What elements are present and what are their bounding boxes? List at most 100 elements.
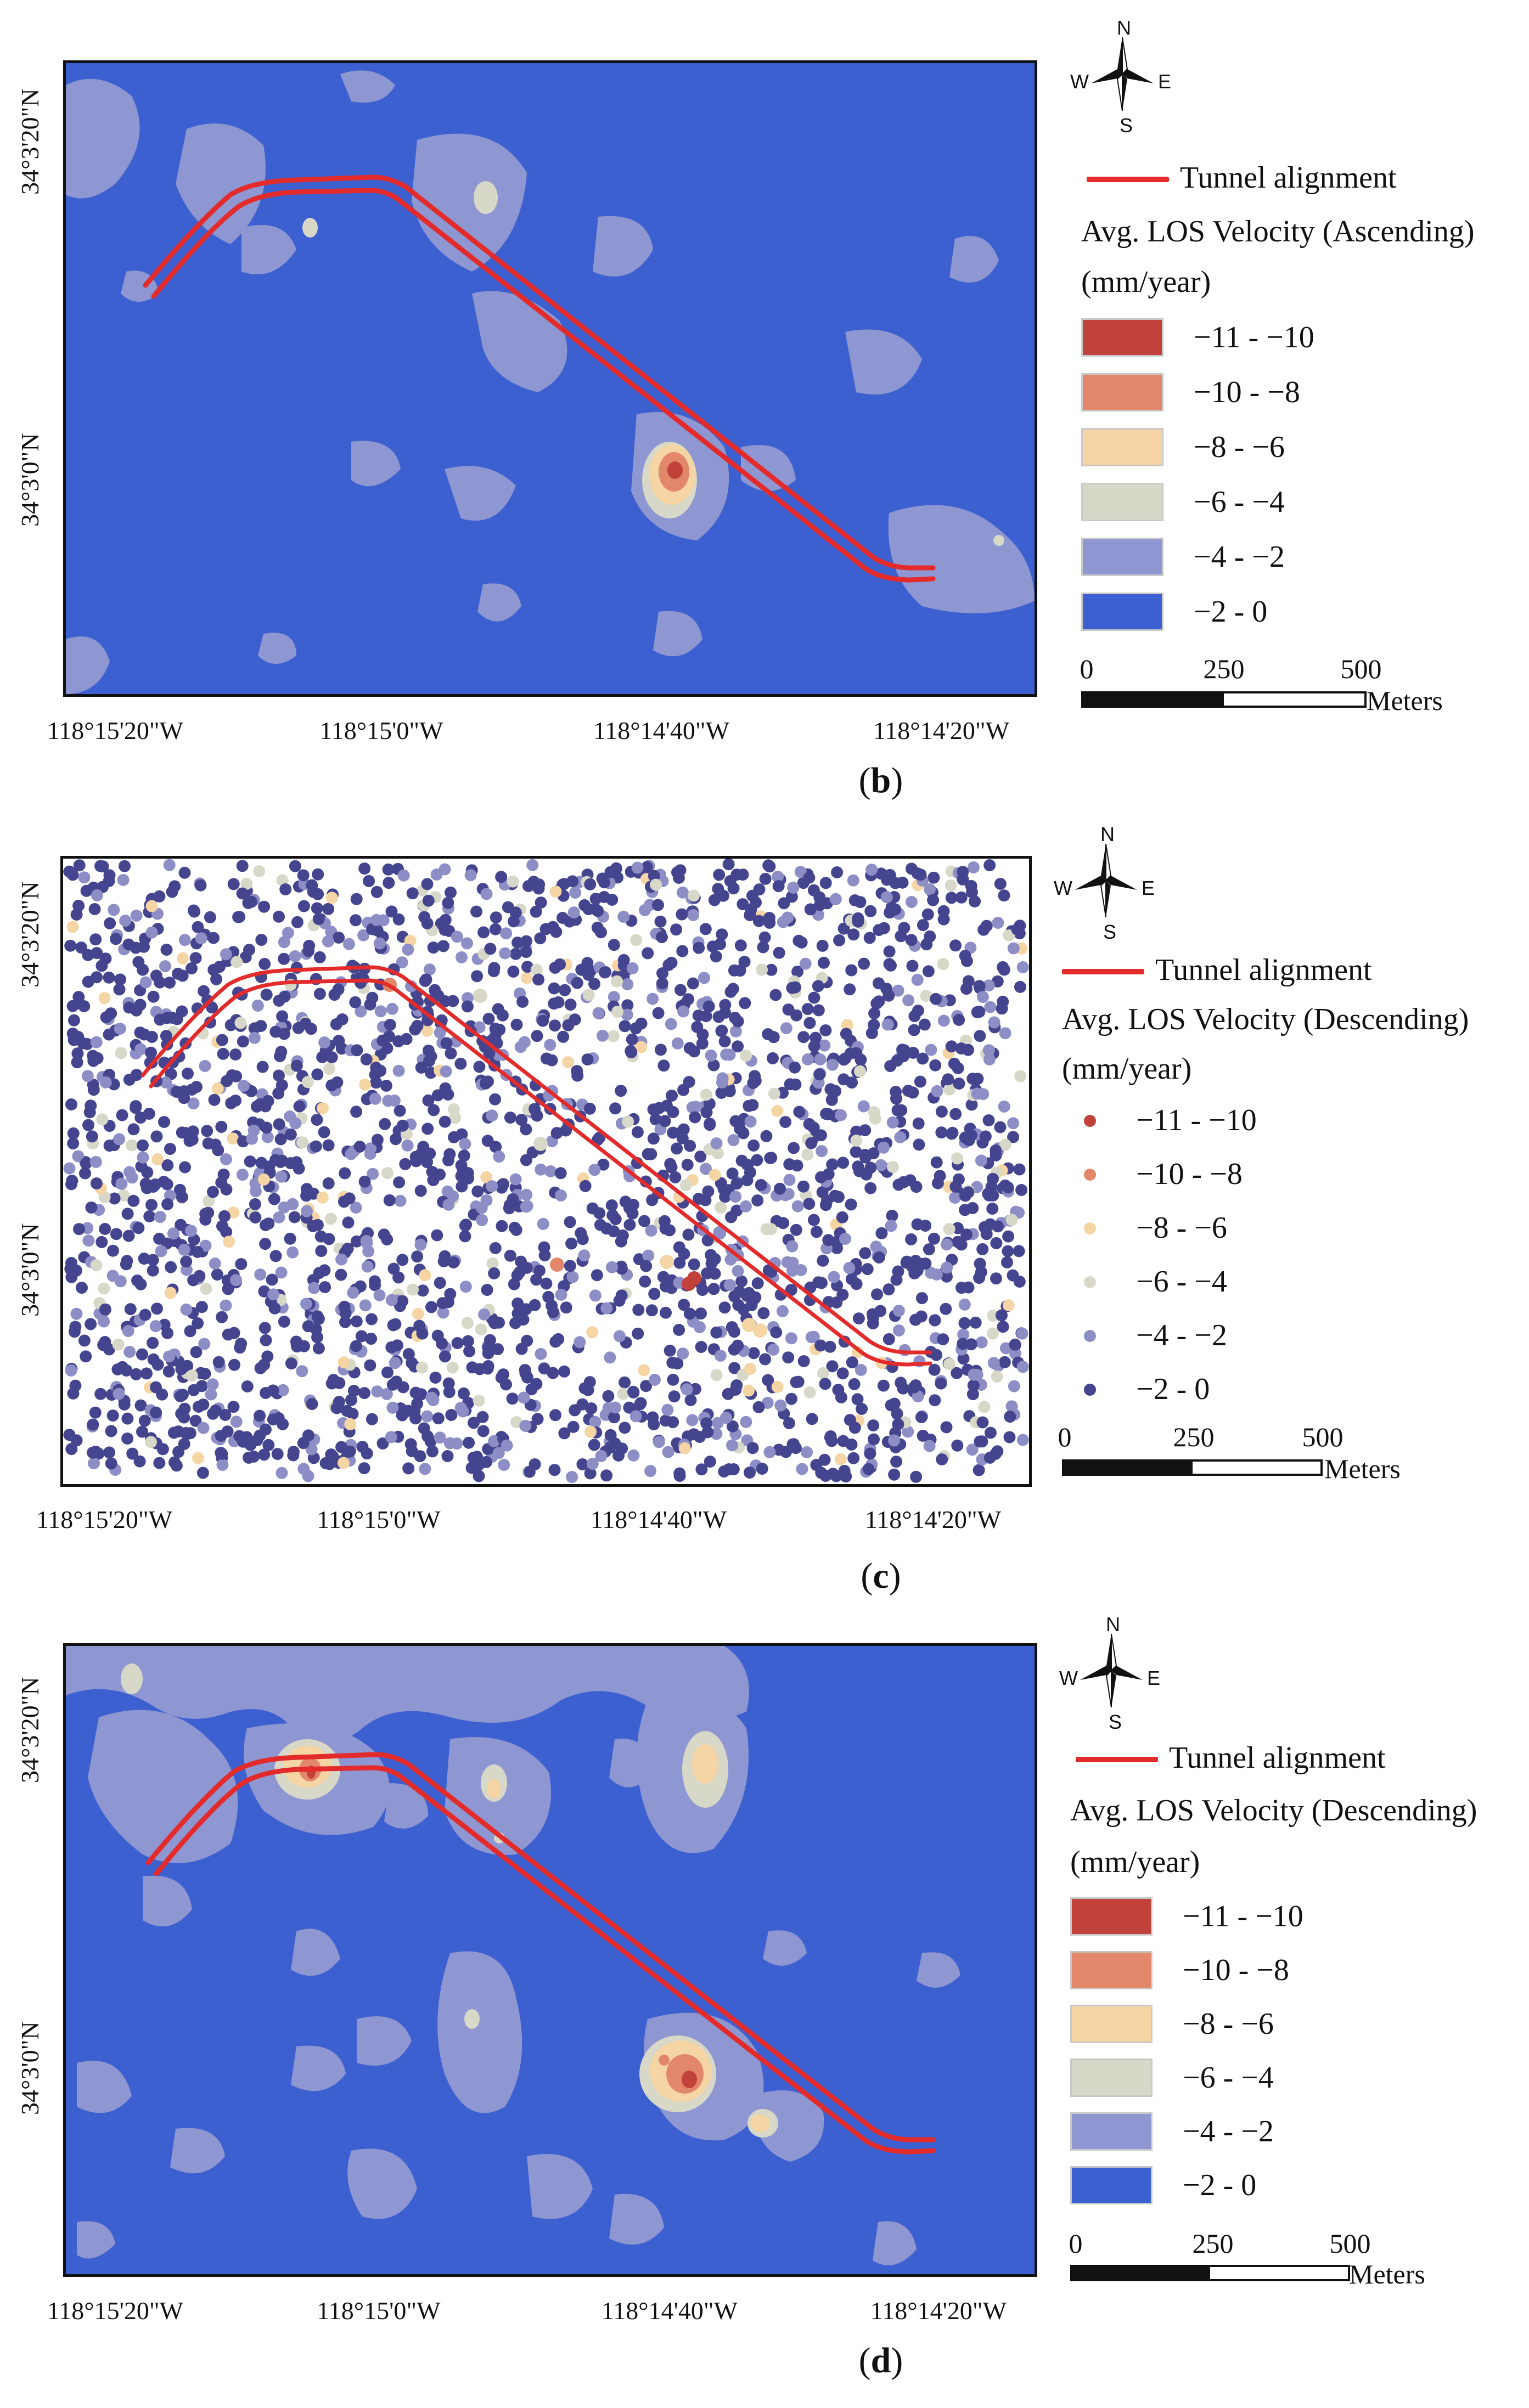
compass-s-label: S — [1120, 114, 1133, 137]
class-label-b-3: −8 - −6 — [1194, 430, 1285, 464]
lon-label-c-3: 118°14'40"W — [590, 1505, 727, 1533]
compass-n-label: N — [1117, 16, 1131, 39]
map-b-frame — [63, 60, 1037, 697]
map-b-canvas — [66, 63, 1035, 694]
lon-label-b-1: 118°15'20"W — [47, 717, 184, 745]
class-dot-c-6 — [1084, 1384, 1096, 1396]
lat-label-b-1: 34°3'20"N — [16, 88, 44, 195]
class-swatch-b-6 — [1081, 593, 1163, 631]
class-swatch-d-5 — [1070, 2112, 1153, 2151]
caption-c-letter: c — [873, 1556, 889, 1596]
scale-label-d-250: 250 — [1192, 2228, 1234, 2259]
caption-b: (b) — [858, 760, 903, 800]
compass-e-label: E — [1142, 877, 1155, 899]
class-dot-c-4 — [1084, 1276, 1096, 1288]
tunnel-line-swatch-d — [1076, 1757, 1158, 1762]
scale-unit-c: Meters — [1324, 1453, 1401, 1484]
scale-label-c-500: 500 — [1302, 1422, 1344, 1452]
class-swatch-b-3 — [1081, 428, 1163, 466]
class-swatch-b-1 — [1081, 318, 1163, 357]
compass-e-label: E — [1147, 1667, 1161, 1689]
lon-label-c-4: 118°14'20"W — [864, 1505, 1002, 1533]
class-label-c-5: −4 - −2 — [1136, 1318, 1227, 1352]
class-swatch-b-5 — [1081, 538, 1163, 576]
tunnel-line-label-d: Tunnel alignment — [1169, 1741, 1386, 1775]
caption-b-letter: b — [870, 760, 891, 800]
caption-d-letter: d — [870, 2341, 891, 2381]
lon-label-b-2: 118°15'0"W — [319, 717, 443, 745]
class-label-b-5: −4 - −2 — [1194, 540, 1285, 574]
tunnel-line-label-b: Tunnel alignment — [1180, 161, 1397, 195]
scale-label-c-250: 250 — [1173, 1422, 1215, 1452]
lon-label-b-3: 118°14'40"W — [593, 717, 730, 745]
class-swatch-b-2 — [1081, 373, 1163, 411]
class-swatch-d-3 — [1070, 2005, 1153, 2043]
lat-label-b-2: 34°3'0"N — [16, 433, 44, 527]
tunnel-line-swatch-c — [1062, 969, 1144, 974]
lon-label-c-2: 118°15'0"W — [317, 1505, 441, 1533]
north-arrow-compass-icon — [1080, 1633, 1143, 1708]
scale-bar-d — [1070, 2265, 1350, 2281]
scale-label-b-0: 0 — [1080, 653, 1094, 684]
tunnel-line-label-c: Tunnel alignment — [1155, 953, 1372, 987]
class-label-d-6: −2 - 0 — [1183, 2168, 1257, 2202]
map-c-frame — [60, 856, 1032, 1487]
class-label-d-2: −10 - −8 — [1183, 1953, 1289, 1987]
lon-label-d-2: 118°15'0"W — [317, 2297, 441, 2325]
compass-w-label: W — [1059, 1667, 1078, 1689]
lon-label-d-1: 118°15'20"W — [47, 2297, 184, 2325]
class-label-c-3: −8 - −6 — [1136, 1211, 1227, 1245]
compass-n-label: N — [1100, 823, 1115, 845]
class-label-b-2: −10 - −8 — [1194, 375, 1300, 409]
map-c-canvas — [63, 859, 1029, 1484]
scale-bar-b — [1081, 691, 1367, 708]
compass-w-label: W — [1070, 70, 1089, 93]
compass-d: N S W E — [1059, 1613, 1163, 1733]
lat-label-c-2: 34°3'0"N — [16, 1223, 44, 1317]
legend-title-b: Avg. LOS Velocity (Ascending) — [1081, 215, 1475, 249]
class-swatch-d-6 — [1070, 2166, 1153, 2204]
compass-w-label: W — [1054, 877, 1072, 899]
lat-label-d-1: 34°3'20"N — [16, 1677, 44, 1783]
compass-c: N S W E — [1054, 823, 1158, 943]
class-dot-c-1 — [1084, 1115, 1096, 1127]
compass-b: N S W E — [1070, 16, 1174, 137]
legend-units-d: (mm/year) — [1070, 1845, 1200, 1879]
class-label-c-6: −2 - 0 — [1136, 1372, 1210, 1406]
scale-label-c-0: 0 — [1058, 1422, 1072, 1452]
class-swatch-d-4 — [1070, 2059, 1153, 2097]
class-dot-c-5 — [1084, 1330, 1096, 1342]
north-arrow-compass-icon — [1075, 843, 1137, 918]
class-label-b-1: −11 - −10 — [1194, 320, 1314, 354]
class-swatch-b-4 — [1081, 483, 1163, 521]
class-swatch-d-2 — [1070, 1951, 1153, 1989]
class-label-b-4: −6 - −4 — [1194, 485, 1285, 519]
legend-units-b: (mm/year) — [1081, 265, 1211, 299]
scale-label-d-500: 500 — [1329, 2228, 1371, 2259]
class-label-c-1: −11 - −10 — [1136, 1103, 1257, 1137]
panel-b: 34°3'20"N 34°3'0"N 118°15'20"W 118°15'0"… — [0, 0, 1529, 823]
panel-c: 34°3'20"N 34°3'0"N 118°15'20"W 118°15'0"… — [0, 823, 1529, 1619]
class-label-d-3: −8 - −6 — [1183, 2007, 1274, 2041]
map-d-canvas — [66, 1646, 1035, 2274]
lon-label-b-4: 118°14'20"W — [873, 717, 1010, 745]
scale-label-b-500: 500 — [1340, 653, 1382, 684]
scale-unit-d: Meters — [1349, 2259, 1425, 2289]
lon-label-c-1: 118°15'20"W — [36, 1505, 173, 1533]
class-label-d-4: −6 - −4 — [1183, 2061, 1274, 2095]
compass-s-label: S — [1109, 1711, 1122, 1733]
scale-label-b-250: 250 — [1203, 653, 1245, 684]
scale-label-d-0: 0 — [1069, 2228, 1083, 2259]
panel-d: 34°3'20"N 34°3'0"N 118°15'20"W 118°15'0"… — [0, 1613, 1529, 2408]
legend-units-c: (mm/year) — [1062, 1052, 1192, 1086]
compass-e-label: E — [1158, 70, 1172, 93]
class-label-d-1: −11 - −10 — [1183, 1899, 1303, 1933]
compass-n-label: N — [1106, 1613, 1120, 1636]
lon-label-d-3: 118°14'40"W — [601, 2297, 738, 2325]
lat-label-d-2: 34°3'0"N — [16, 2021, 44, 2115]
class-dot-c-3 — [1084, 1222, 1096, 1234]
caption-c: (c) — [861, 1556, 901, 1596]
lon-label-d-4: 118°14'20"W — [870, 2297, 1007, 2325]
lat-label-c-1: 34°3'20"N — [16, 881, 44, 988]
class-label-d-5: −4 - −2 — [1183, 2114, 1274, 2148]
